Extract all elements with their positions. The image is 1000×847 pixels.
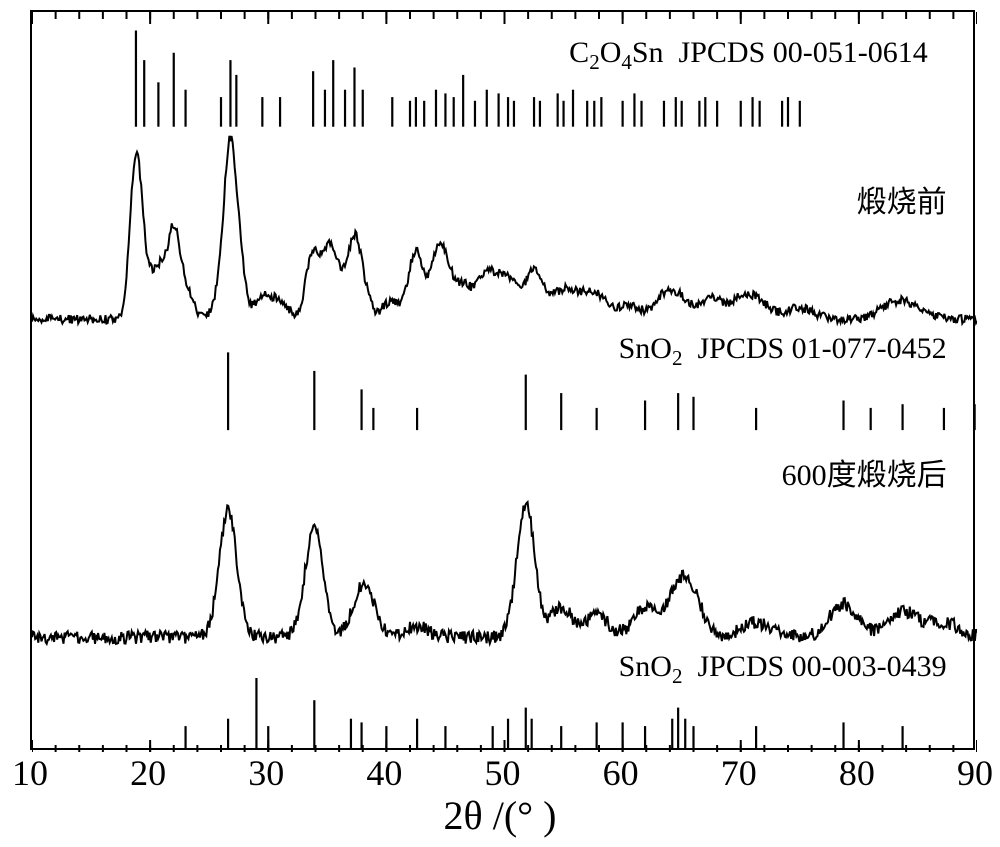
curve-before: [32, 136, 977, 324]
x-axis-label: 2θ /(° ): [444, 792, 557, 839]
ref3: SnO2 JPCDS 00-003-0439: [619, 650, 947, 689]
curve-after600: [32, 502, 977, 644]
x-tick-label: 60: [603, 752, 639, 794]
x-tick-label: 30: [248, 752, 284, 794]
xrd-svg: [32, 12, 977, 752]
xrd-plot-area: [30, 10, 975, 750]
ref1: C2O4Sn JPCDS 00-051-0614: [569, 36, 928, 75]
x-tick-label: 40: [366, 752, 402, 794]
ref2: SnO2 JPCDS 01-077-0452: [619, 332, 947, 371]
curve1-label: 煅烧前: [857, 177, 947, 221]
x-tick-label: 20: [130, 752, 166, 794]
x-tick-label: 80: [839, 752, 875, 794]
x-tick-label: 90: [957, 752, 993, 794]
x-tick-label: 10: [12, 752, 48, 794]
curve2-label: 600度煅烧后: [782, 450, 947, 494]
x-tick-label: 70: [721, 752, 757, 794]
x-tick-label: 50: [485, 752, 521, 794]
